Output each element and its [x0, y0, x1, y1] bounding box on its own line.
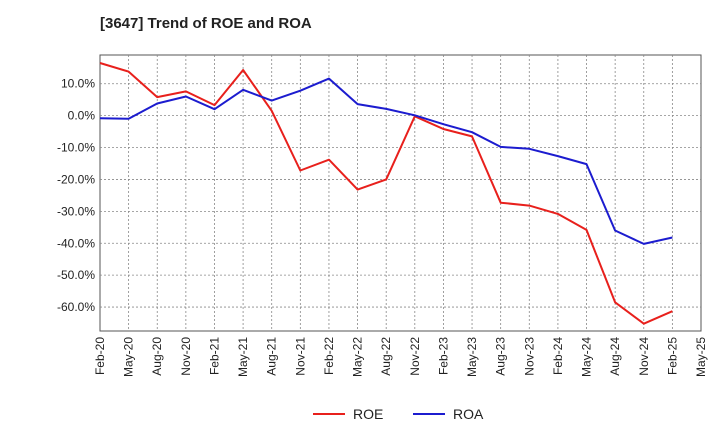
x-tick-label: Nov-24	[637, 337, 651, 376]
y-tick-label: 0.0%	[68, 109, 96, 123]
y-tick-label: -10.0%	[57, 141, 95, 155]
x-tick-label: Feb-24	[551, 337, 565, 375]
x-tick-label: Feb-23	[436, 337, 450, 375]
x-tick-label: May-22	[351, 337, 365, 377]
y-tick-label: -60.0%	[57, 300, 95, 314]
x-tick-label: Aug-22	[379, 337, 393, 376]
x-tick-label: Aug-21	[265, 337, 279, 376]
x-tick-label: Nov-20	[179, 337, 193, 376]
x-tick-label: Aug-20	[150, 337, 164, 376]
legend-label-roe: ROE	[353, 406, 383, 422]
x-tick-label: May-20	[122, 337, 136, 377]
series-line-roa	[99, 77, 673, 245]
y-tick-label: -20.0%	[57, 172, 95, 186]
y-tick-label: -40.0%	[57, 236, 95, 250]
y-tick-label: -30.0%	[57, 204, 95, 218]
y-tick-label: 10.0%	[61, 77, 95, 91]
x-tick-label: Feb-21	[207, 337, 221, 375]
series-line-roe	[99, 62, 673, 325]
x-tick-label: Aug-24	[608, 337, 622, 376]
chart-title: [3647] Trend of ROE and ROA	[100, 15, 312, 32]
x-tick-label: Feb-20	[93, 337, 107, 375]
x-tick-label: May-23	[465, 337, 479, 377]
x-tick-label: Feb-25	[665, 337, 679, 375]
x-tick-label: Nov-21	[293, 337, 307, 376]
legend-label-roa: ROA	[453, 406, 484, 422]
x-tick-label: Feb-22	[322, 337, 336, 375]
x-tick-label: Nov-22	[408, 337, 422, 376]
x-tick-label: May-21	[236, 337, 250, 377]
x-tick-label: Nov-23	[522, 337, 536, 376]
plot-area	[99, 54, 702, 332]
x-tick-label: Aug-23	[494, 337, 508, 376]
x-tick-label: May-25	[694, 337, 708, 377]
y-tick-label: -50.0%	[57, 268, 95, 282]
x-tick-label: May-24	[580, 337, 594, 377]
